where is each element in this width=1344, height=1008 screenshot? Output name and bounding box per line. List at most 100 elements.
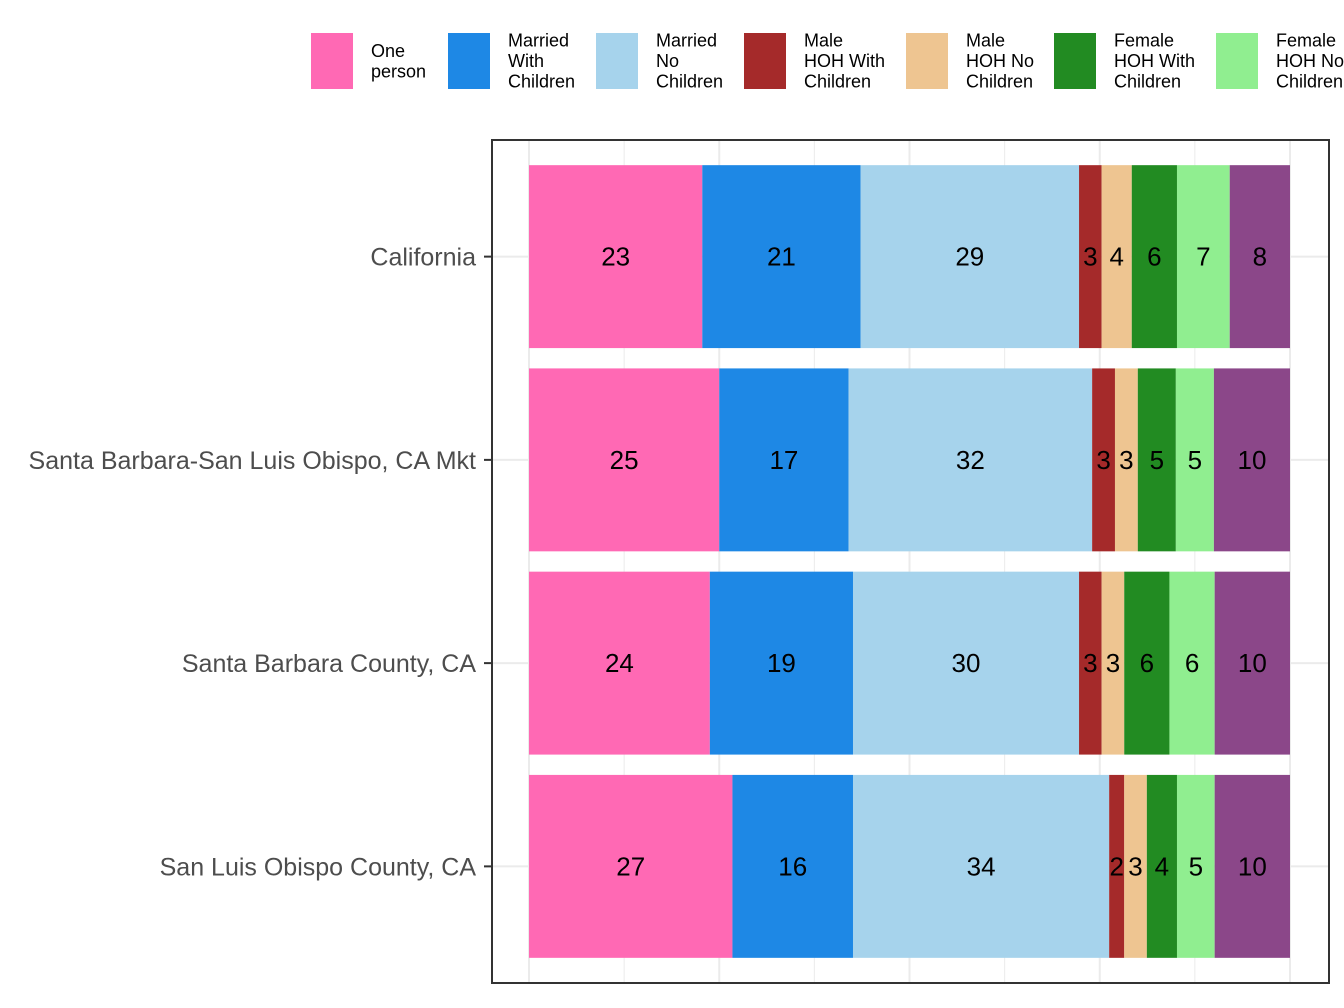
legend-swatch — [744, 33, 786, 89]
bar-segment — [1114, 368, 1138, 552]
data-label: 10 — [1238, 851, 1267, 881]
data-label: 6 — [1140, 648, 1154, 678]
bar-segment — [529, 571, 710, 755]
legend-swatch — [1054, 33, 1096, 89]
legend-swatch — [906, 33, 948, 89]
y-tick-label: Santa Barbara-San Luis Obispo, CA Mkt — [29, 447, 477, 475]
bar-segment — [529, 774, 733, 958]
data-label: 8 — [1253, 242, 1267, 272]
legend-label: HOH With — [804, 51, 885, 71]
legend-swatch — [311, 33, 353, 89]
legend-label: Children — [804, 72, 871, 92]
legend-label: HOH No — [1276, 51, 1344, 71]
legend-swatch — [448, 33, 490, 89]
data-label: 19 — [767, 648, 796, 678]
y-tick-label: San Luis Obispo County, CA — [160, 853, 477, 881]
bar-row: 27 16 34 2 3 4 5 10 — [529, 774, 1290, 958]
data-label: 30 — [952, 648, 981, 678]
data-label: 34 — [967, 851, 996, 881]
legend-label: Children — [508, 72, 575, 92]
data-label: 10 — [1238, 648, 1267, 678]
data-label: 7 — [1196, 242, 1210, 272]
bar-segment — [732, 774, 853, 958]
bar-segment — [1169, 571, 1215, 755]
data-label: 3 — [1106, 648, 1120, 678]
bar-segment — [1213, 368, 1290, 552]
legend-label: Married — [508, 31, 569, 51]
bar-segment — [1131, 165, 1177, 349]
bar-segment — [860, 165, 1080, 349]
legend-label: Female — [1114, 31, 1174, 51]
legend-label: Female — [1276, 31, 1336, 51]
legend-label: Children — [656, 72, 723, 92]
panel-border — [491, 139, 1330, 984]
data-label: 10 — [1237, 445, 1266, 475]
data-label: 4 — [1155, 851, 1169, 881]
legend-label: HOH With — [1114, 51, 1195, 71]
bar-segment — [1176, 774, 1215, 958]
data-label: 6 — [1185, 648, 1199, 678]
data-label: 23 — [601, 242, 630, 272]
data-label: 29 — [955, 242, 984, 272]
legend-label: Children — [966, 72, 1033, 92]
y-tick-label: Santa Barbara County, CA — [182, 650, 476, 678]
data-label: 4 — [1109, 242, 1123, 272]
legend-swatch — [1216, 33, 1258, 89]
bar-segment — [1214, 571, 1290, 755]
y-tick-label: California — [370, 244, 476, 272]
bar-segment — [848, 368, 1093, 552]
bar-segment — [529, 368, 720, 552]
bar-segment — [1101, 571, 1125, 755]
bar-segment — [1101, 165, 1132, 349]
legend-label: Married — [656, 31, 717, 51]
data-label: 17 — [769, 445, 798, 475]
bar-segment — [1137, 368, 1176, 552]
data-label: 5 — [1150, 445, 1164, 475]
legend: OnepersonMarriedWithChildrenMarriedNoChi… — [311, 31, 1344, 92]
data-label: 2 — [1109, 851, 1123, 881]
bar-segment — [1175, 368, 1214, 552]
legend-label: No — [656, 51, 679, 71]
data-label: 3 — [1083, 648, 1097, 678]
bar-segment — [1176, 165, 1230, 349]
data-label: 3 — [1096, 445, 1110, 475]
data-label: 3 — [1083, 242, 1097, 272]
bar-segment — [1109, 774, 1125, 958]
bar-segment — [1214, 774, 1290, 958]
bar-segment — [1092, 368, 1115, 552]
legend-label: Male — [804, 31, 843, 51]
bar-segment — [1124, 571, 1170, 755]
data-label: 27 — [616, 851, 645, 881]
legend-label: Male — [966, 31, 1005, 51]
legend-label: With — [508, 51, 544, 71]
bar-segment — [1079, 165, 1102, 349]
bar-segment — [719, 368, 849, 552]
bar-segment — [709, 571, 853, 755]
legend-label: Children — [1276, 72, 1343, 92]
bar-segment — [702, 165, 861, 349]
bar-row: 24 19 30 3 3 6 6 10 — [529, 571, 1290, 755]
data-label: 21 — [767, 242, 796, 272]
data-label: 5 — [1189, 851, 1203, 881]
data-label: 25 — [610, 445, 639, 475]
data-label: 5 — [1188, 445, 1202, 475]
legend-swatch — [596, 33, 638, 89]
bar-row: 23 21 29 3 4 6 7 8 — [529, 165, 1290, 349]
bar-segment — [529, 165, 703, 349]
data-label: 24 — [605, 648, 634, 678]
data-label: 16 — [778, 851, 807, 881]
data-label: 3 — [1119, 445, 1133, 475]
data-label: 3 — [1128, 851, 1142, 881]
bar-segment — [852, 774, 1110, 958]
bar-segment — [1079, 571, 1102, 755]
bar-segment — [1124, 774, 1147, 958]
data-label: 32 — [956, 445, 985, 475]
